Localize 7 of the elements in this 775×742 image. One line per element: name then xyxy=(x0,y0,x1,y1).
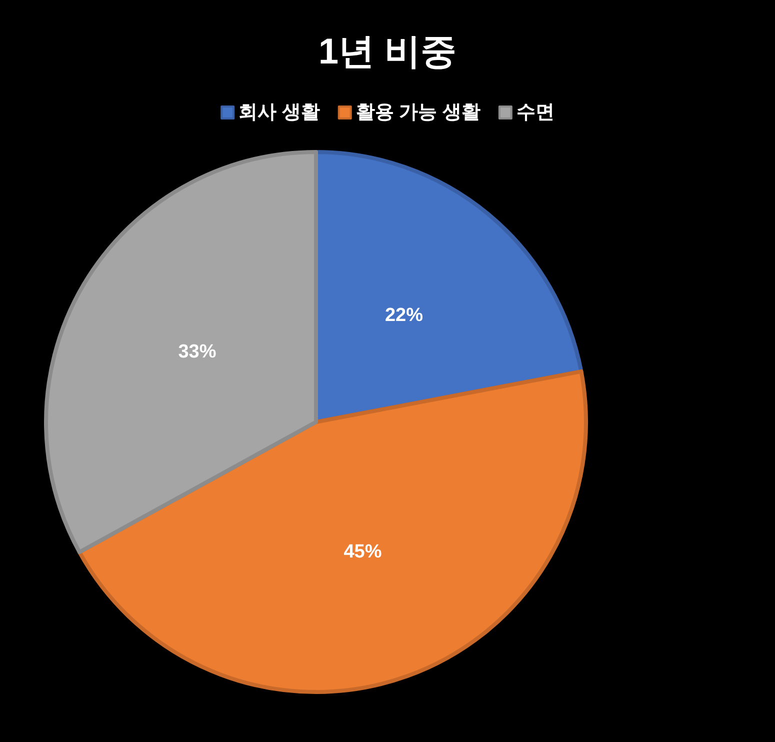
data-label: 45% xyxy=(344,541,382,562)
data-label: 22% xyxy=(384,305,424,326)
chart-title: 1년 비중 xyxy=(318,30,457,72)
legend-label: 수면 xyxy=(516,102,554,123)
legend-label: 활용 가능 생활 xyxy=(356,102,480,123)
legend-label: 회사 생활 xyxy=(238,102,320,123)
data-label: 33% xyxy=(178,341,216,362)
